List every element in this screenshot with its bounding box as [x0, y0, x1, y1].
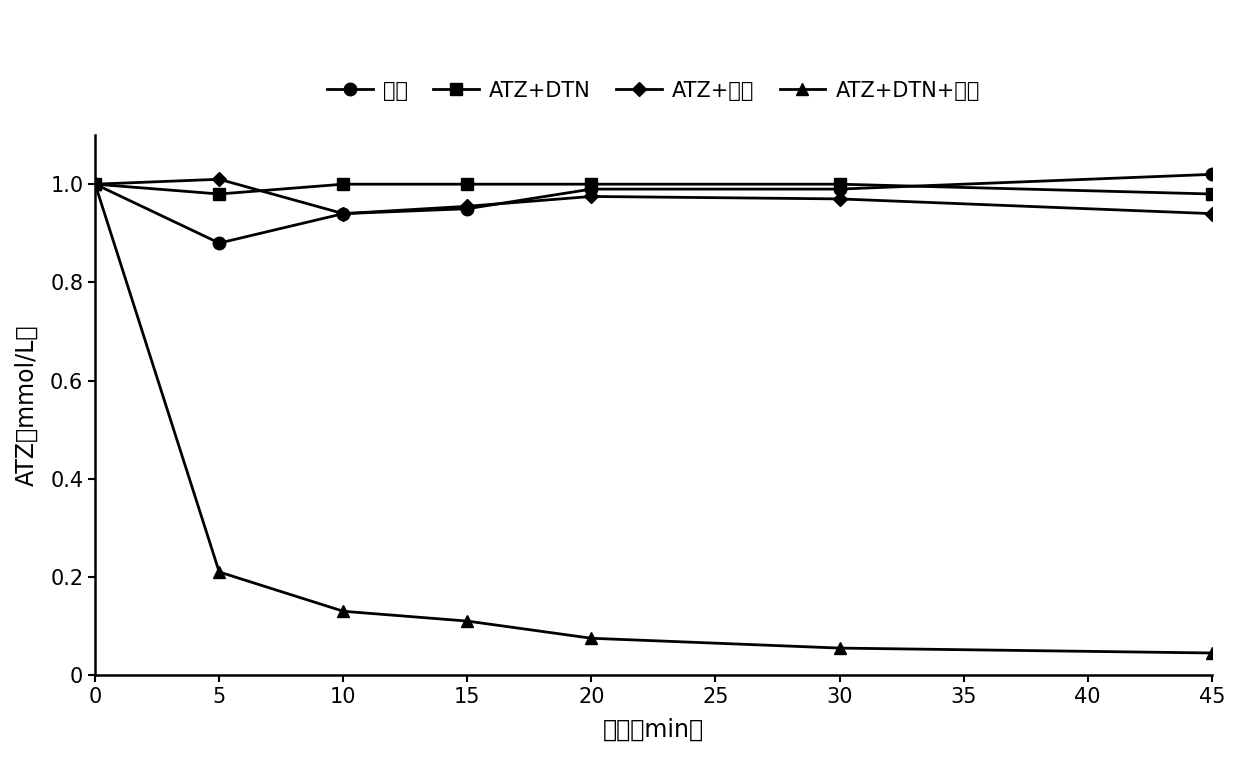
ATZ+DTN: [584, 179, 599, 188]
ATZ+亚鐵: [584, 192, 599, 201]
ATZ+DTN: [832, 179, 847, 188]
ATZ+亚鐵: [832, 195, 847, 204]
ATZ+DTN+亚鐵: [336, 606, 351, 615]
ATZ+DTN: [460, 179, 475, 188]
ATZ+亚鐵: [460, 201, 475, 210]
Line: ATZ+DTN: ATZ+DTN: [89, 178, 1218, 201]
空白: [1204, 170, 1219, 179]
ATZ+DTN: [212, 189, 227, 198]
ATZ+DTN+亚鐵: [88, 179, 103, 188]
空白: [460, 204, 475, 213]
ATZ+亚鐵: [336, 209, 351, 218]
Line: ATZ+亚鐵: ATZ+亚鐵: [91, 174, 1216, 219]
ATZ+DTN+亚鐵: [832, 643, 847, 653]
ATZ+DTN+亚鐵: [212, 568, 227, 577]
空白: [212, 238, 227, 248]
ATZ+DTN+亚鐵: [1204, 649, 1219, 658]
ATZ+DTN: [88, 179, 103, 188]
X-axis label: 时间（min）: 时间（min）: [603, 718, 704, 742]
空白: [336, 209, 351, 218]
Line: ATZ+DTN+亚鐵: ATZ+DTN+亚鐵: [89, 178, 1218, 659]
ATZ+亚鐵: [88, 179, 103, 188]
ATZ+亚鐵: [212, 175, 227, 184]
空白: [832, 185, 847, 194]
ATZ+DTN+亚鐵: [460, 616, 475, 625]
ATZ+DTN: [336, 179, 351, 188]
Legend: 空白, ATZ+DTN, ATZ+亚鐵, ATZ+DTN+亚鐵: 空白, ATZ+DTN, ATZ+亚鐵, ATZ+DTN+亚鐵: [326, 81, 980, 101]
ATZ+DTN: [1204, 189, 1219, 198]
空白: [88, 179, 103, 188]
ATZ+亚鐵: [1204, 209, 1219, 218]
Line: 空白: 空白: [89, 168, 1218, 249]
ATZ+DTN+亚鐵: [584, 634, 599, 643]
空白: [584, 185, 599, 194]
Y-axis label: ATZ（mmol/L）: ATZ（mmol/L）: [15, 324, 38, 486]
